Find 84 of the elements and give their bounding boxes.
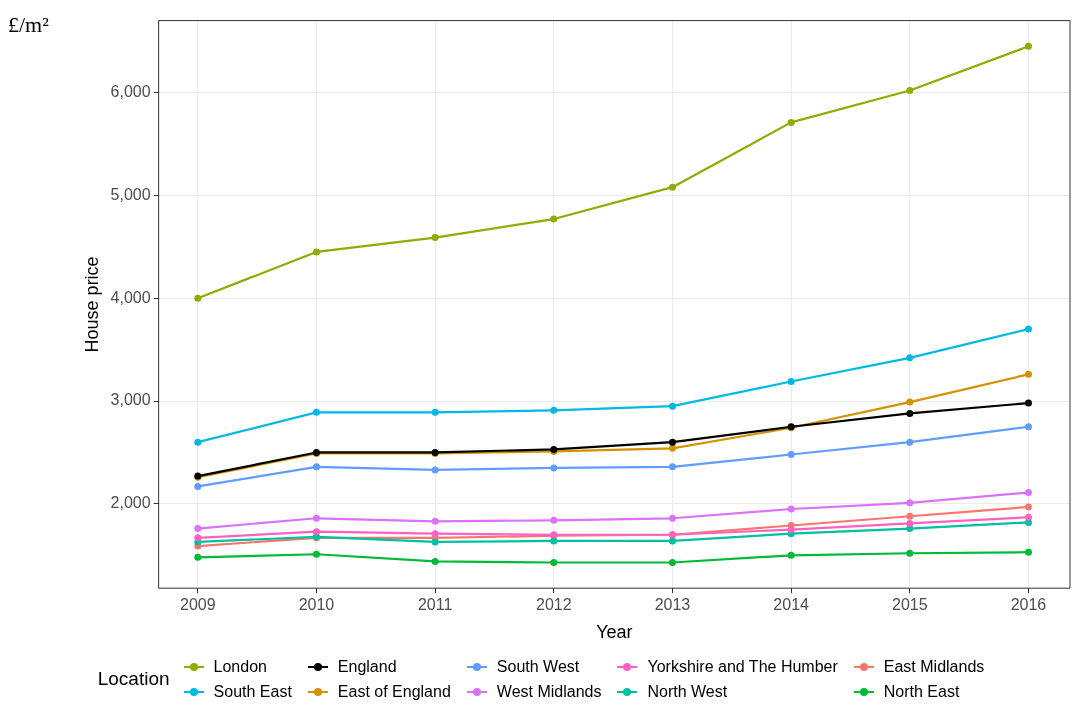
point bbox=[668, 438, 676, 446]
point bbox=[431, 530, 439, 538]
x-tick-label: 2015 bbox=[892, 596, 928, 614]
point bbox=[550, 215, 558, 223]
point bbox=[1024, 423, 1032, 431]
point bbox=[1024, 325, 1032, 333]
point bbox=[906, 499, 914, 507]
point bbox=[906, 549, 914, 557]
point bbox=[906, 354, 914, 362]
point bbox=[787, 451, 795, 459]
point bbox=[312, 408, 320, 416]
point bbox=[194, 525, 202, 533]
point bbox=[431, 234, 439, 242]
point bbox=[312, 463, 320, 471]
point bbox=[668, 558, 676, 566]
point bbox=[312, 248, 320, 256]
legend-label: North East bbox=[883, 682, 960, 701]
chart-title: £/m² bbox=[8, 12, 49, 38]
y-tick-label: 2,000 bbox=[110, 494, 151, 512]
point bbox=[431, 466, 439, 474]
point bbox=[550, 406, 558, 414]
point bbox=[906, 438, 914, 446]
point bbox=[312, 528, 320, 536]
point bbox=[668, 463, 676, 471]
legend-label: London bbox=[213, 657, 267, 676]
x-tick-label: 2012 bbox=[536, 596, 572, 614]
x-tick-label: 2013 bbox=[654, 596, 691, 614]
point bbox=[1024, 370, 1032, 378]
point bbox=[668, 514, 676, 522]
point bbox=[787, 118, 795, 126]
x-axis-title: Year bbox=[596, 622, 633, 643]
legend-label: North West bbox=[647, 682, 728, 701]
point bbox=[906, 519, 914, 527]
y-tick-label: 4,000 bbox=[110, 288, 151, 306]
legend-label: England bbox=[337, 657, 397, 676]
x-tick-label: 2016 bbox=[1010, 596, 1047, 614]
point bbox=[194, 482, 202, 490]
legend-label: South East bbox=[213, 682, 292, 701]
point bbox=[431, 408, 439, 416]
x-tick-label: 2010 bbox=[298, 596, 335, 614]
point bbox=[550, 464, 558, 472]
point bbox=[1024, 513, 1032, 521]
y-axis-title: House price bbox=[81, 256, 102, 353]
point bbox=[1024, 503, 1032, 511]
legend-label: South West bbox=[496, 657, 580, 676]
point bbox=[550, 558, 558, 566]
point bbox=[668, 183, 676, 191]
point bbox=[1024, 548, 1032, 556]
point bbox=[431, 538, 439, 546]
point bbox=[1024, 489, 1032, 497]
point bbox=[906, 409, 914, 417]
y-tick-label: 6,000 bbox=[110, 82, 151, 100]
legend-label: East Midlands bbox=[883, 657, 985, 676]
legend-title: Location bbox=[97, 668, 170, 690]
point bbox=[431, 557, 439, 565]
point bbox=[550, 537, 558, 545]
y-tick-label: 3,000 bbox=[110, 391, 151, 409]
point bbox=[431, 517, 439, 525]
point bbox=[312, 514, 320, 522]
point bbox=[194, 534, 202, 542]
point bbox=[668, 402, 676, 410]
x-tick-label: 2014 bbox=[773, 596, 810, 614]
point bbox=[668, 444, 676, 452]
legend-label: East of England bbox=[337, 682, 451, 701]
legend-label: Yorkshire and The Humber bbox=[647, 657, 838, 676]
point bbox=[787, 378, 795, 386]
legend-label: West Midlands bbox=[496, 682, 602, 701]
x-tick-label: 2011 bbox=[417, 596, 453, 614]
point bbox=[906, 512, 914, 520]
point bbox=[787, 551, 795, 559]
point bbox=[194, 553, 202, 561]
y-tick-label: 5,000 bbox=[110, 185, 151, 203]
point bbox=[194, 438, 202, 446]
point bbox=[787, 505, 795, 513]
point bbox=[312, 550, 320, 558]
point bbox=[1024, 399, 1032, 407]
point bbox=[1024, 42, 1032, 50]
point bbox=[906, 398, 914, 406]
point bbox=[906, 87, 914, 95]
x-tick-label: 2009 bbox=[180, 596, 216, 614]
point bbox=[194, 294, 202, 302]
point bbox=[668, 537, 676, 545]
point bbox=[787, 526, 795, 534]
point bbox=[550, 516, 558, 524]
